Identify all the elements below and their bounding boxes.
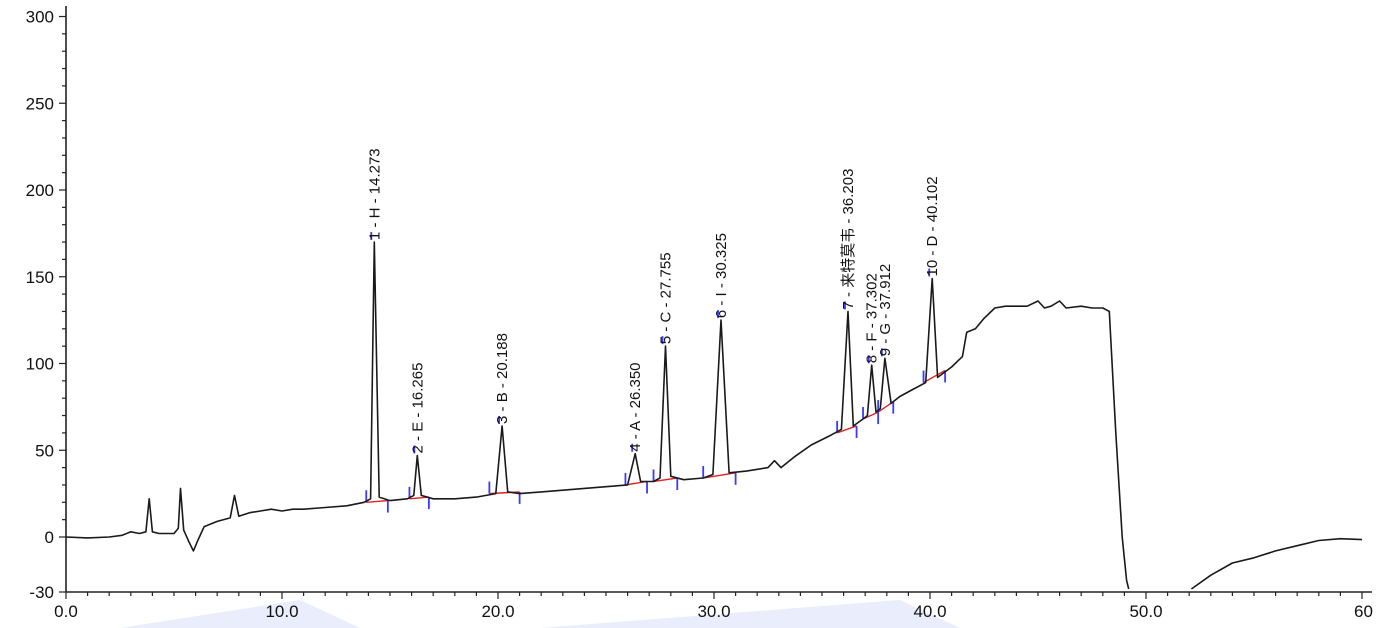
integration-baselines xyxy=(365,369,947,513)
peak-label: 6 - I - 30.325 xyxy=(713,233,730,318)
peak-labels: 1 - H - 14.273 2 - E - 16.265 3 - B - 20.1… xyxy=(366,148,941,453)
peak-label: 2 - E - 16.265 xyxy=(409,363,426,454)
integration-baseline xyxy=(703,472,736,479)
peak-label: 1 - H - 14.273 xyxy=(366,148,383,240)
peak-label: 5 - C - 27.755 xyxy=(658,252,675,344)
integration-baseline xyxy=(923,369,946,384)
watermark xyxy=(120,600,960,628)
signal-traces xyxy=(65,241,1363,590)
y-tick-label: 100 xyxy=(26,355,54,374)
y-tick-label: 300 xyxy=(26,8,54,27)
y-tick-label: 50 xyxy=(35,441,54,460)
peak-label: 4 - A - 26.350 xyxy=(627,362,644,451)
peak-markers xyxy=(370,232,931,454)
y-tick-label: 200 xyxy=(26,181,54,200)
x-tick-label: 60 xyxy=(1354,602,1373,621)
y-tick-label: -30 xyxy=(29,583,54,602)
peak-label: 10 - D - 40.102 xyxy=(924,176,941,276)
integration-baseline xyxy=(836,425,857,434)
x-tick-label: 30.0 xyxy=(697,602,730,621)
y-tick-label: 150 xyxy=(26,268,54,287)
x-tick-label: 0.0 xyxy=(54,602,78,621)
x-tick-label: 20.0 xyxy=(481,602,514,621)
peak-label: 8 - F - 37.302 xyxy=(864,273,881,363)
x-tick-label: 40.0 xyxy=(913,602,946,621)
integration-baseline xyxy=(366,499,388,503)
peak-label: 9 - G - 37.912 xyxy=(877,264,894,357)
signal-trace xyxy=(1190,537,1363,590)
y-tick-label: 0 xyxy=(45,528,54,547)
axes: 300 250 200 150 100 50 0 -300.0 10.0 20.0 30.0 40.0… xyxy=(26,6,1373,621)
peak-label: 3 - B - 20.188 xyxy=(494,333,511,424)
signal-trace xyxy=(65,241,1130,590)
integration-baseline xyxy=(653,477,678,483)
peak-label: 7 - 来特莫韦 - 36.203 xyxy=(840,169,857,310)
x-tick-label: 10.0 xyxy=(265,602,298,621)
x-tick-label: 50.0 xyxy=(1129,602,1162,621)
y-tick-label: 250 xyxy=(26,94,54,113)
